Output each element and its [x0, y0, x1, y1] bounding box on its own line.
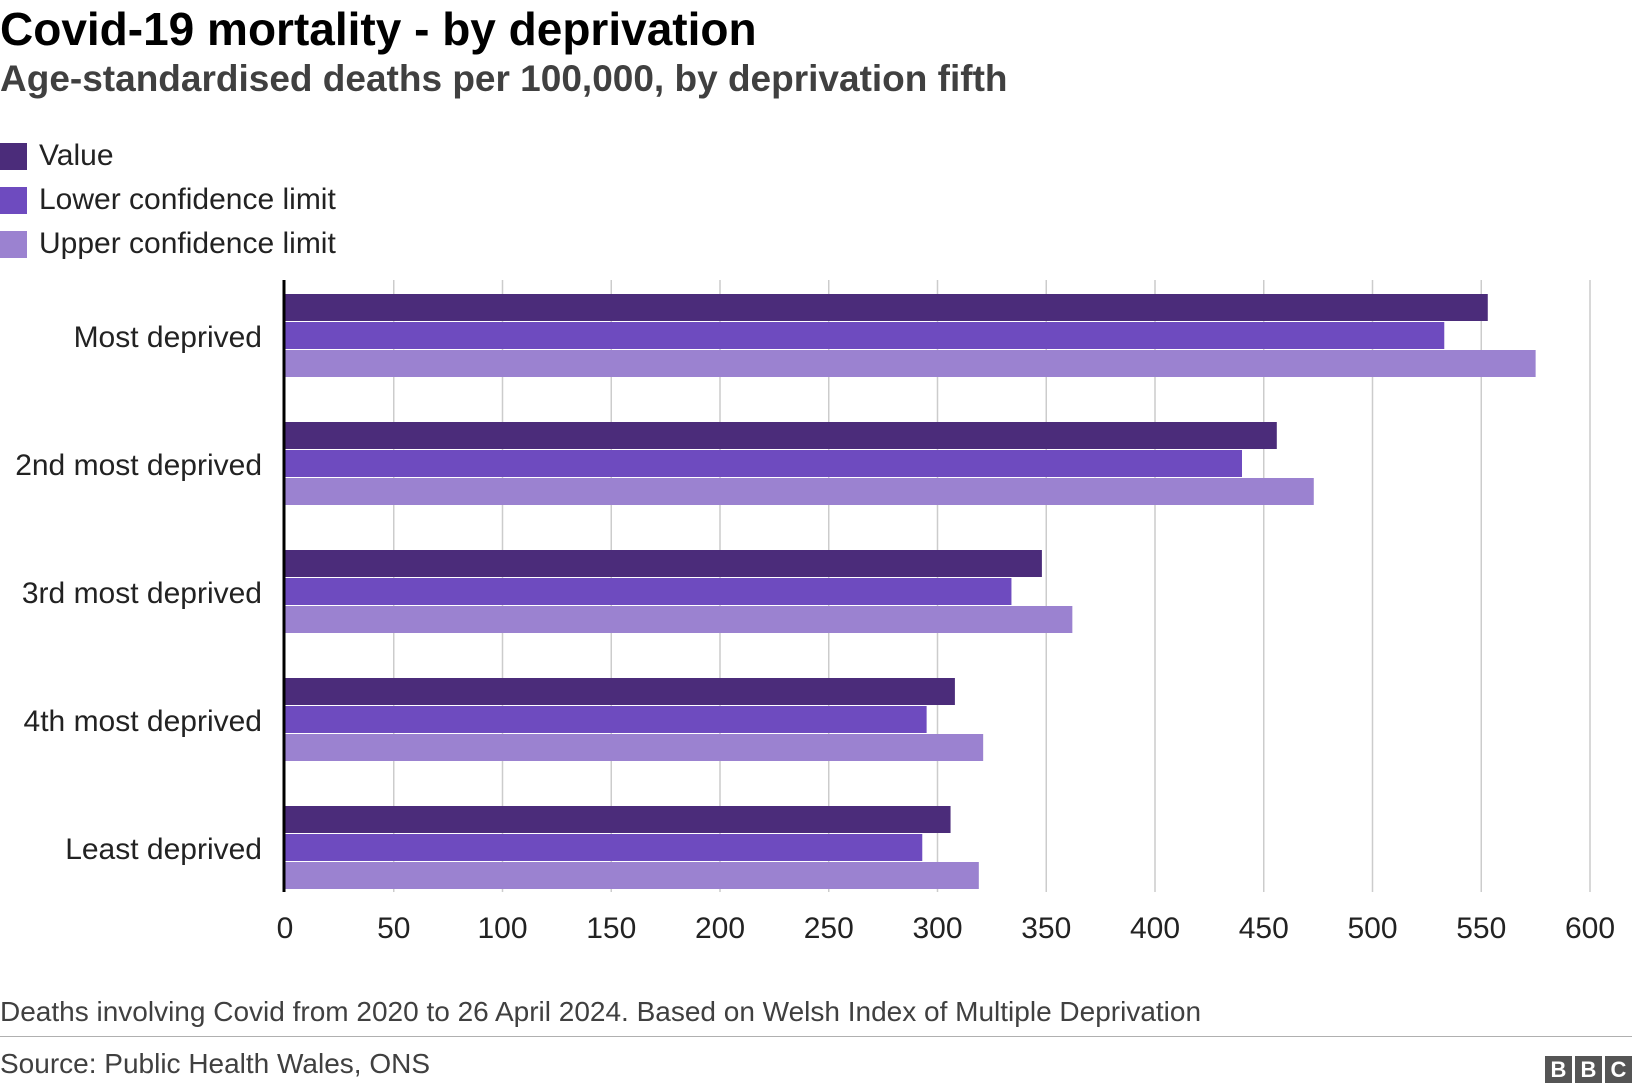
bar [285, 678, 955, 705]
legend-item-upper-confidence-limit: Upper confidence limit [0, 222, 336, 266]
bar [285, 706, 927, 733]
legend-swatch-value [0, 142, 27, 170]
bbc-logo-letter: B [1545, 1056, 1572, 1083]
x-tick-label: 0 [277, 912, 294, 945]
bbc-logo-letter: B [1575, 1056, 1602, 1083]
bbc-logo-letter: C [1605, 1056, 1632, 1083]
x-tick-label: 250 [804, 912, 854, 945]
bar [285, 578, 1012, 605]
legend-swatch-upper-confidence-limit [0, 230, 27, 258]
bar [285, 294, 1488, 321]
x-tick-label: 550 [1456, 912, 1506, 945]
x-tick-label: 600 [1565, 912, 1615, 945]
x-tick-label: 50 [377, 912, 410, 945]
bar [285, 862, 979, 889]
legend-label-upper-confidence-limit: Upper confidence limit [39, 227, 336, 260]
bar [285, 322, 1445, 349]
category-label: 3rd most deprived [22, 577, 262, 610]
x-tick-label: 100 [477, 912, 527, 945]
x-tick-label: 450 [1239, 912, 1289, 945]
category-label: Most deprived [74, 321, 262, 354]
legend-item-lower-confidence-limit: Lower confidence limit [0, 178, 336, 222]
x-tick-label: 400 [1130, 912, 1180, 945]
bar-chart: Most deprived 2nd most deprived 3rd most d… [15, 280, 1615, 945]
legend: Value Lower confidence limit Upper confi… [0, 134, 336, 266]
chart-subtitle: Age-standardised deaths per 100,000, by … [0, 58, 1008, 99]
legend-label-value: Value [39, 139, 114, 172]
bar [285, 350, 1536, 377]
bar [285, 550, 1042, 577]
category-label: Least deprived [65, 833, 262, 866]
chart-title: Covid-19 mortality - by deprivation [0, 3, 757, 55]
bbc-logo: B B C [1545, 1056, 1632, 1083]
x-tick-label: 200 [695, 912, 745, 945]
bar [285, 606, 1073, 633]
legend-label-lower-confidence-limit: Lower confidence limit [39, 183, 336, 216]
bar [285, 422, 1277, 449]
bar [285, 834, 923, 861]
legend-swatch-lower-confidence-limit [0, 186, 27, 214]
legend-item-value: Value [0, 134, 336, 178]
bar [285, 734, 984, 761]
bar [285, 478, 1314, 505]
category-label: 2nd most deprived [15, 449, 262, 482]
x-tick-label: 500 [1347, 912, 1397, 945]
chart-source: Source: Public Health Wales, ONS [0, 1048, 431, 1079]
x-tick-label: 300 [912, 912, 962, 945]
bar [285, 450, 1242, 477]
x-tick-label: 350 [1021, 912, 1071, 945]
chart-footnote: Deaths involving Covid from 2020 to 26 A… [0, 996, 1202, 1027]
bar [285, 806, 951, 833]
footer-divider [0, 1036, 1632, 1037]
x-tick-label: 150 [586, 912, 636, 945]
category-label: 4th most deprived [24, 705, 262, 738]
